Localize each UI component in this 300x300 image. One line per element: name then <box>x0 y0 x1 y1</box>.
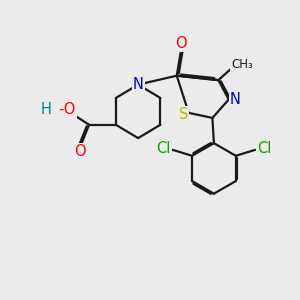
Text: CH₃: CH₃ <box>231 58 253 71</box>
Text: O: O <box>74 144 86 159</box>
Text: N: N <box>133 77 143 92</box>
Text: H: H <box>41 102 52 117</box>
Text: -O: -O <box>58 102 76 117</box>
Text: Cl: Cl <box>156 141 170 156</box>
Text: N: N <box>230 92 241 107</box>
Text: S: S <box>178 107 188 122</box>
Text: Cl: Cl <box>257 141 272 156</box>
Text: O: O <box>176 36 187 51</box>
